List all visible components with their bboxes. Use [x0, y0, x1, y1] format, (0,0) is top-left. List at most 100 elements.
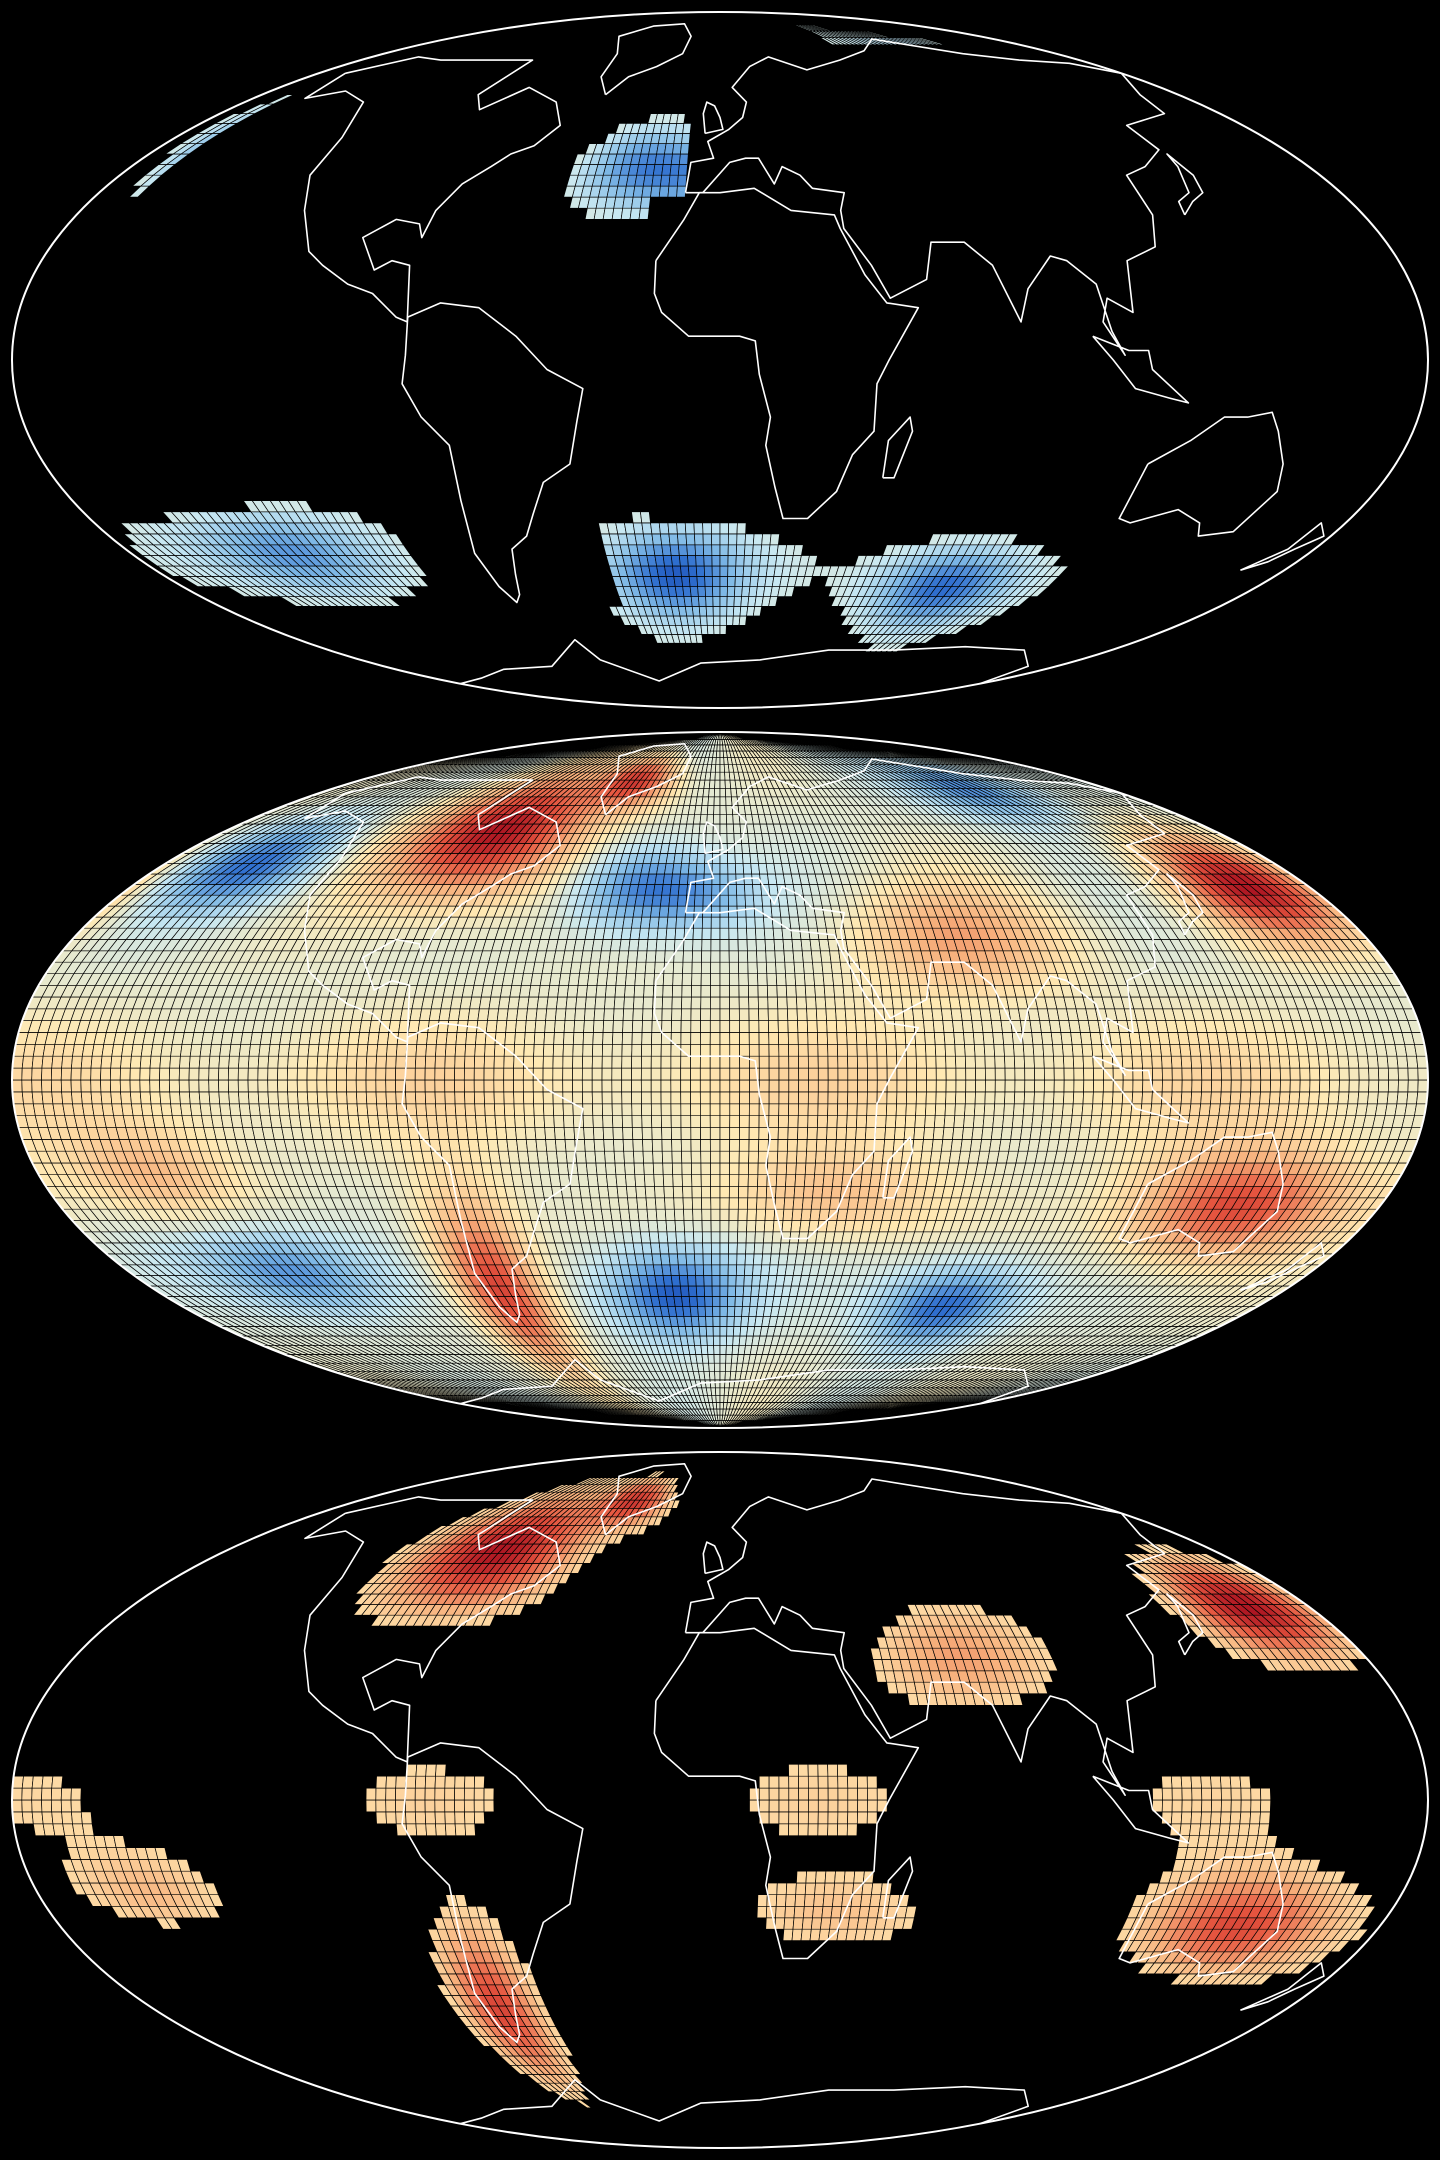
grid-cell: [719, 1242, 730, 1255]
grid-cell: [701, 1231, 712, 1244]
grid-cell: [669, 544, 680, 556]
grid-cell: [629, 207, 641, 220]
grid-cell: [728, 1220, 739, 1233]
grid-cell: [793, 1185, 805, 1199]
grid-cell: [744, 533, 755, 546]
grid-cell: [752, 606, 763, 617]
grid-cell: [676, 113, 686, 124]
grid-cell: [625, 1174, 637, 1187]
grid-cell: [705, 1326, 714, 1337]
grid-cell: [711, 1296, 721, 1307]
grid-cell: [746, 1220, 757, 1233]
grid-cell: [744, 1264, 754, 1276]
grid-cell: [743, 555, 753, 567]
grid-cell: [738, 1174, 749, 1187]
grid-cell: [710, 1220, 721, 1233]
grid-cell: [734, 576, 744, 587]
grid-cell: [733, 596, 742, 607]
grid-cell: [763, 1231, 774, 1244]
grid-cell: [738, 615, 747, 626]
grid-cell: [774, 1197, 786, 1210]
antarctica-coastline: [460, 638, 1029, 685]
mollweide-map-top: [11, 11, 1429, 709]
grid-cell: [650, 522, 661, 535]
grid-cell: [711, 1253, 721, 1266]
grid-cell: [689, 586, 699, 597]
grid-cell: [792, 1197, 804, 1210]
grid-cell: [711, 1264, 721, 1276]
grid-cell: [661, 164, 672, 176]
grid-cell: [683, 1316, 693, 1327]
grid-cell: [664, 1197, 675, 1210]
grid-cell: [682, 123, 692, 134]
grid-cell: [706, 1344, 715, 1355]
grid-cell: [705, 606, 714, 617]
grid-cell: [710, 1208, 721, 1221]
grid-cell: [719, 1185, 730, 1199]
grid-cell: [660, 174, 671, 187]
grid-cell: [644, 1185, 656, 1199]
grid-cell: [677, 1264, 688, 1276]
grid-cell: [387, 533, 405, 546]
grid-cell: [701, 1197, 712, 1210]
grid-cell: [706, 624, 715, 635]
grid-cell: [694, 1253, 704, 1266]
grid-cell: [754, 1231, 765, 1244]
grid-cell: [347, 511, 365, 524]
grid-cell: [864, 30, 891, 38]
grid-cell: [762, 1242, 773, 1255]
grid-cell: [719, 522, 730, 535]
grid-cell: [719, 624, 727, 635]
grid-cell: [729, 1174, 740, 1187]
grid-cell: [784, 1185, 796, 1199]
grid-cell: [596, 1174, 608, 1187]
grid-cell: [631, 1231, 643, 1244]
grid-cell: [719, 1264, 729, 1276]
grid-cell: [719, 1306, 728, 1317]
grid-cell: [735, 544, 746, 556]
grid-cell: [1050, 565, 1070, 577]
grid-cell: [736, 533, 746, 546]
grid-cell: [691, 1326, 701, 1337]
grid-cell: [587, 1174, 599, 1187]
grid-cell: [782, 1208, 794, 1221]
grid-cell: [709, 1379, 716, 1389]
grid-cell: [735, 1275, 745, 1287]
grid-cell: [735, 555, 745, 567]
grid-cell: [699, 615, 708, 626]
grid-cell: [783, 1197, 795, 1210]
grid-cell: [683, 1220, 694, 1233]
grid-cell: [684, 1242, 695, 1255]
grid-cell: [711, 1275, 721, 1287]
grid-cell: [751, 1275, 762, 1287]
grid-cell: [727, 544, 738, 556]
grid-cell: [650, 185, 661, 198]
grid-cell: [675, 1231, 686, 1244]
grid-cell: [682, 1197, 693, 1210]
grid-cell: [916, 37, 945, 46]
grid-cell: [657, 1231, 669, 1244]
grid-cell: [713, 1344, 721, 1355]
grid-cell: [669, 164, 680, 176]
grid-cell: [803, 1174, 815, 1187]
grid-cell: [760, 1264, 771, 1276]
grid-cell: [686, 544, 696, 556]
grid-cell: [703, 565, 713, 577]
grid-cell: [689, 1306, 699, 1317]
grid-cell: [747, 1185, 758, 1199]
grid-cell: [764, 1208, 776, 1221]
grid-cell: [732, 606, 742, 617]
grid-cell: [725, 1344, 734, 1355]
grid-cell: [719, 1231, 730, 1244]
grid-cell: [734, 586, 743, 597]
grid-cell: [735, 1285, 745, 1297]
grid-cell: [631, 196, 643, 209]
grid-cell: [658, 1242, 670, 1255]
grid-cell: [645, 1197, 657, 1210]
grid-cell: [728, 1185, 740, 1199]
grid-cell: [676, 1242, 687, 1255]
grid-cell: [732, 1326, 742, 1337]
grid-cell: [735, 1264, 746, 1276]
grid-cell: [727, 1296, 736, 1307]
grid-cell: [728, 1208, 739, 1221]
